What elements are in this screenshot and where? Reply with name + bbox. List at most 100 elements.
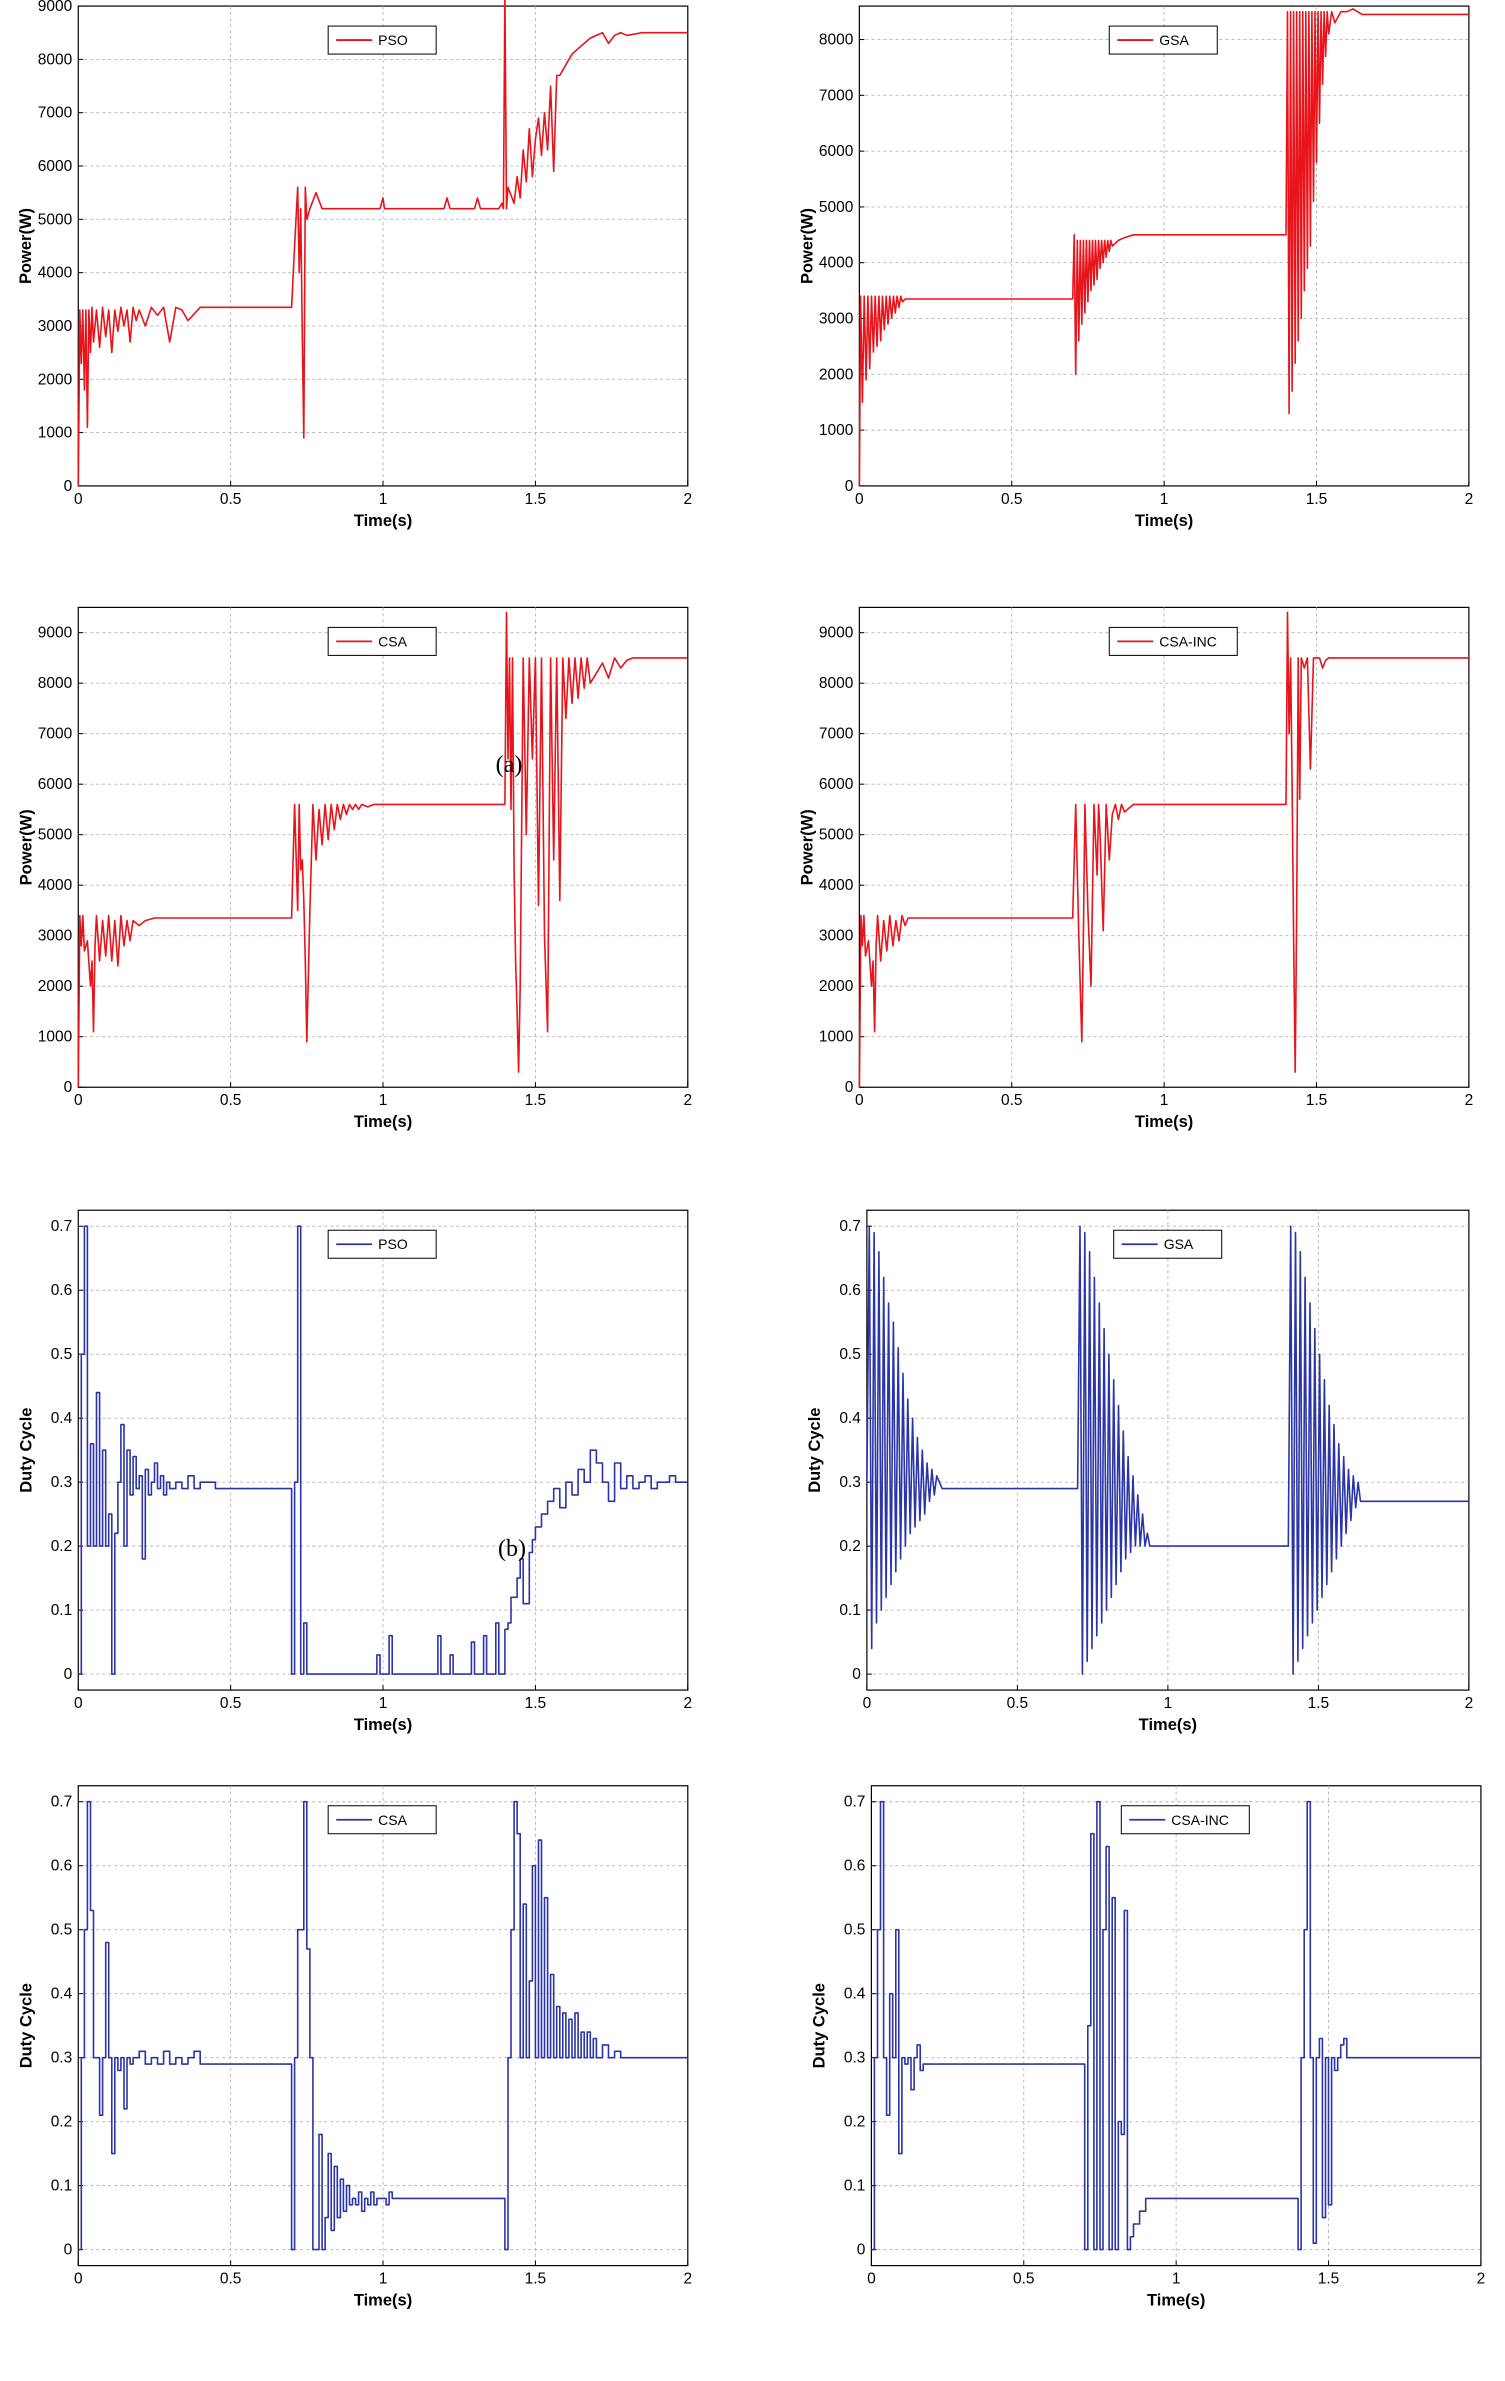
legend-label: CSA	[378, 1812, 407, 1828]
chart-duty-csa-inc: 0 0.5 1 1.5 2 0 0.1 0.2 0.3 0.4 0.5 0.6 0.7 Time(s) Du…	[810, 1785, 1485, 2310]
y-axis-label: Power(W)	[17, 809, 35, 885]
x-tick-label: 1	[1160, 491, 1169, 508]
y-tick-label: 2000	[819, 978, 854, 995]
y-tick-label: 0.1	[51, 2178, 73, 2195]
x-tick-label: 0	[74, 1695, 83, 1712]
gridlines	[871, 1785, 1481, 2266]
y-axis-label: Duty Cycle	[17, 1408, 35, 1493]
chart-duty-gsa: 0 0.5 1 1.5 2 0 0.1 0.2 0.3 0.4 0.5 0.6 0.7 Time(s) Du…	[806, 1209, 1473, 1734]
series-line-power-csa-inc	[858, 611, 1469, 1088]
y-tick-label: 5000	[819, 199, 854, 216]
x-tick-label: 1	[379, 1092, 388, 1109]
x-tick-label: 1.5	[525, 2271, 547, 2288]
y-tick-label: 7000	[819, 726, 854, 743]
y-tick-label: 2000	[38, 371, 73, 388]
y-tick-label: 7000	[819, 87, 854, 104]
y-tick-label: 5000	[819, 827, 854, 844]
x-axis-label: Time(s)	[1135, 1113, 1193, 1131]
x-tick-label: 1	[1172, 2271, 1181, 2288]
y-tick-label: 3000	[38, 318, 73, 335]
y-tick-label: 6000	[819, 776, 854, 793]
x-axis-label: Time(s)	[1147, 2292, 1205, 2310]
y-tick-label: 0	[64, 1666, 73, 1683]
x-tick-label: 0	[74, 1092, 83, 1109]
x-tick-label: 2	[1477, 2271, 1486, 2288]
y-tick-label: 5000	[38, 211, 73, 228]
y-tick-label: 0.7	[839, 1218, 861, 1235]
y-tick-label: 3000	[819, 311, 854, 328]
chart-power-gsa: 0 0.5 1 1.5 2 0 1000 2000 3000 4000 5000 6000 7000 80…	[798, 5, 1473, 530]
y-tick-label: 3000	[819, 928, 854, 945]
x-tick-label: 1.5	[1308, 1695, 1330, 1712]
x-tick-label: 0	[74, 2271, 83, 2288]
y-tick-label: 0.5	[51, 1922, 73, 1939]
x-tick-label: 0	[863, 1695, 872, 1712]
x-tick-label: 1.5	[1318, 2271, 1340, 2288]
x-tick-label: 1	[379, 491, 388, 508]
y-tick-label: 0.4	[51, 1410, 73, 1427]
y-tick-label: 6000	[38, 158, 73, 175]
legend: PSO	[327, 1229, 437, 1259]
x-tick-label: 1.5	[525, 1695, 547, 1712]
y-tick-label: 0	[857, 2242, 866, 2259]
y-tick-label: 1000	[38, 1029, 73, 1046]
plot-area	[77, 1785, 689, 2267]
series-line-duty-csa-inc	[871, 1800, 1481, 2251]
y-tick-label: 6000	[819, 143, 854, 160]
y-tick-label: 8000	[819, 675, 854, 692]
x-tick-label: 1	[379, 1695, 388, 1712]
chart-duty-csa: 0 0.5 1 1.5 2 0 0.1 0.2 0.3 0.4 0.5 0.6 0.7 Time(s) Du…	[17, 1785, 692, 2310]
y-tick-label: 8000	[38, 51, 73, 68]
y-tick-label: 4000	[819, 255, 854, 272]
y-tick-label: 0.1	[839, 1602, 861, 1619]
x-tick-label: 0.5	[1001, 491, 1023, 508]
y-tick-label: 0.4	[839, 1410, 861, 1427]
x-tick-label: 2	[1465, 491, 1474, 508]
y-axis-label: Duty Cycle	[17, 1983, 35, 2068]
y-tick-label: 0.1	[51, 1602, 73, 1619]
x-axis-label: Time(s)	[354, 1113, 412, 1131]
gridlines	[78, 1210, 688, 1691]
y-tick-label: 0	[845, 478, 854, 495]
x-tick-label: 2	[683, 1695, 692, 1712]
x-tick-label: 2	[683, 491, 692, 508]
gridlines	[859, 607, 1469, 1088]
y-tick-label: 7000	[38, 726, 73, 743]
y-tick-label: 8000	[819, 32, 854, 49]
plot-area	[870, 1785, 1482, 2267]
x-tick-label: 2	[1465, 1092, 1474, 1109]
x-tick-label: 0.5	[220, 1695, 242, 1712]
legend-label: PSO	[378, 1236, 408, 1252]
y-tick-label: 0.2	[51, 2114, 73, 2131]
y-tick-label: 0.4	[51, 1986, 73, 2003]
y-tick-label: 0	[64, 2242, 73, 2259]
x-tick-label: 1	[379, 2271, 388, 2288]
x-tick-label: 0.5	[1007, 1695, 1029, 1712]
legend: CSA-INC	[1108, 626, 1238, 656]
y-tick-label: 4000	[38, 265, 73, 282]
chart-duty-pso: 0 0.5 1 1.5 2 0 0.1 0.2 0.3 0.4 0.5 0.6 0.7 Time(s) Du…	[17, 1209, 692, 1734]
legend-label: CSA	[378, 633, 407, 649]
x-tick-label: 0	[855, 1092, 864, 1109]
legend: GSA	[1113, 1229, 1223, 1259]
series-line-duty-pso	[78, 1225, 688, 1675]
series-line-power-pso	[77, 0, 688, 486]
y-tick-label: 0	[64, 1079, 73, 1096]
x-tick-label: 1	[1160, 1092, 1169, 1109]
x-axis-label: Time(s)	[354, 512, 412, 530]
y-tick-label: 9000	[38, 0, 73, 15]
x-tick-label: 0	[74, 491, 83, 508]
legend: CSA-INC	[1120, 1805, 1250, 1835]
y-tick-label: 9000	[819, 625, 854, 642]
y-tick-label: 0.7	[844, 1794, 866, 1811]
legend: CSA	[327, 626, 437, 656]
caption-b: (b)	[498, 1536, 526, 1562]
x-tick-label: 2	[1465, 1695, 1474, 1712]
y-tick-label: 0.2	[839, 1538, 861, 1555]
y-tick-label: 8000	[38, 675, 73, 692]
y-tick-label: 0.3	[839, 1474, 861, 1491]
y-tick-label: 0.3	[51, 2050, 73, 2067]
y-axis-label: Power(W)	[798, 208, 816, 284]
x-tick-label: 1.5	[1306, 491, 1328, 508]
series-line-power-gsa	[858, 8, 1469, 486]
